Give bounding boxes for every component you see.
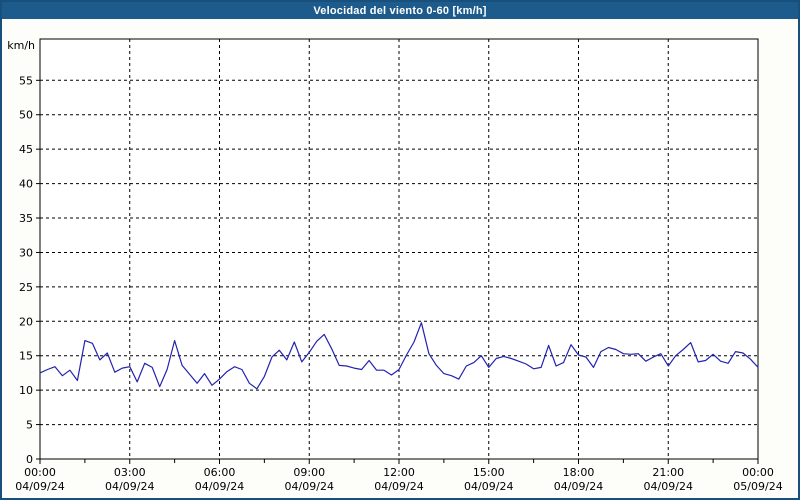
y-tick-label: 40 xyxy=(19,178,33,191)
x-tick-date-label: 04/09/24 xyxy=(464,480,513,493)
x-tick-date-label: 04/09/24 xyxy=(644,480,693,493)
y-tick-label: 45 xyxy=(19,143,33,156)
y-tick-label: 15 xyxy=(19,350,33,363)
x-tick-date-label: 04/09/24 xyxy=(285,480,334,493)
chart-area: 0 5 10 15 20 25 30 35 40 45 50 55 km/h 00:00 04/09/24 0… xyxy=(2,19,798,498)
x-tick-date-label: 04/09/24 xyxy=(554,480,603,493)
x-tick-date-label: 05/09/24 xyxy=(733,480,782,493)
y-tick-label: 35 xyxy=(19,212,33,225)
y-tick-label: 20 xyxy=(19,315,33,328)
x-tick-time-label: 12:00 xyxy=(383,466,415,479)
y-tick-label: 25 xyxy=(19,281,33,294)
x-tick-time-label: 06:00 xyxy=(204,466,236,479)
x-tick-time-label: 09:00 xyxy=(293,466,325,479)
wind-speed-chart: 0510152025303540455055km/h00:0004/09/240… xyxy=(7,38,783,493)
x-tick-time-label: 03:00 xyxy=(114,466,146,479)
x-tick-date-label: 04/09/24 xyxy=(15,480,64,493)
x-tick-time-label: 21:00 xyxy=(652,466,684,479)
x-tick-time-label: 18:00 xyxy=(563,466,595,479)
x-tick-date-label: 04/09/24 xyxy=(105,480,154,493)
title-bar: Velocidad del viento 0-60 [km/h] xyxy=(2,2,798,19)
x-tick-date-label: 04/09/24 xyxy=(374,480,423,493)
y-tick-label: 5 xyxy=(26,419,33,432)
y-tick-label: 10 xyxy=(19,384,33,397)
page-title: Velocidad del viento 0-60 [km/h] xyxy=(313,4,487,17)
x-tick-time-label: 00:00 xyxy=(742,466,774,479)
x-tick-time-label: 00:00 xyxy=(24,466,56,479)
y-axis-unit-label: km/h xyxy=(7,39,35,52)
y-tick-label: 0 xyxy=(26,453,33,466)
y-tick-label: 50 xyxy=(19,109,33,122)
x-tick-date-label: 04/09/24 xyxy=(195,480,244,493)
wind-speed-line xyxy=(39,322,759,390)
y-tick-label: 55 xyxy=(19,74,33,87)
y-tick-label: 30 xyxy=(19,246,33,259)
x-tick-time-label: 15:00 xyxy=(473,466,505,479)
